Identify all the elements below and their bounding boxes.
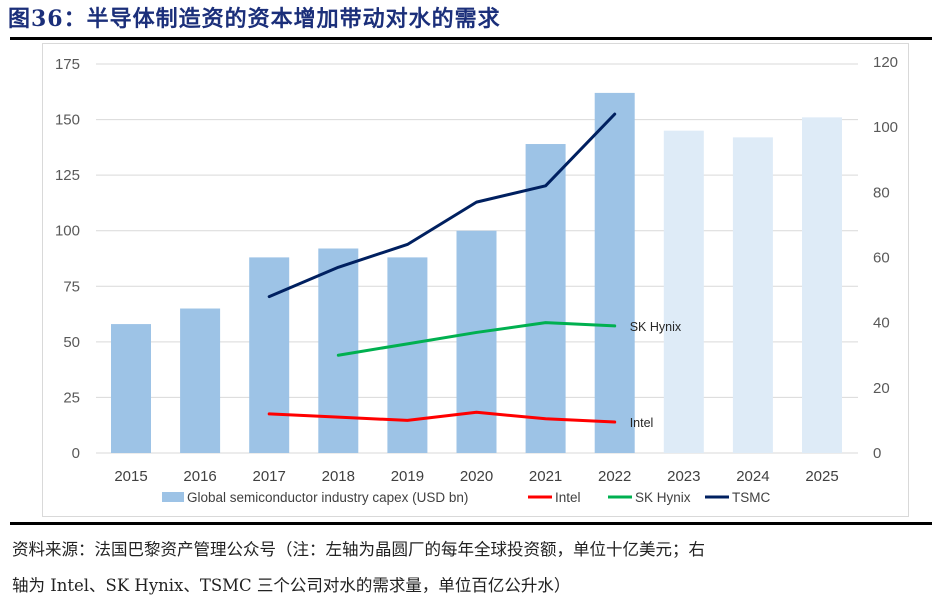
- x-axis-tick-label: 2020: [460, 468, 493, 485]
- legend: Global semiconductor industry capex (USD…: [162, 490, 770, 505]
- right-axis-tick-label: 0: [873, 445, 881, 462]
- capex-bar-forecast: [663, 130, 704, 453]
- water-demand-lines: [267, 112, 617, 424]
- intel-line: [267, 410, 617, 424]
- legend-label: Intel: [555, 490, 581, 505]
- source-note-line-1: 资料来源：法国巴黎资产管理公众号（注：左轴为晶圆厂的每年全球投资额，单位十亿美元…: [12, 540, 705, 559]
- sk-hynix-line: [336, 321, 617, 357]
- sk-hynix-end-label: SK Hynix: [630, 320, 682, 334]
- capex-bar: [180, 308, 221, 453]
- x-axis-tick-label: 2016: [183, 468, 216, 485]
- source-note-line-2: 轴为 Intel、SK Hynix、TSMC 三个公司对水的需求量，单位百亿公升…: [12, 576, 571, 595]
- tsmc-line: [267, 112, 617, 299]
- capex-bar: [318, 248, 359, 453]
- right-axis-tick-label: 40: [873, 315, 890, 332]
- left-axis-tick-label: 100: [55, 223, 80, 240]
- x-axis-tick-label: 2023: [667, 468, 700, 485]
- series-end-labels: Intel SK Hynix: [630, 320, 682, 430]
- x-axis-tick-label: 2022: [598, 468, 631, 485]
- right-axis-ticks: 0 20 40 60 80 100 120: [873, 54, 898, 462]
- left-axis-tick-label: 75: [63, 278, 80, 295]
- x-axis-tick-label: 2018: [322, 468, 355, 485]
- x-axis-tick-label: 2015: [114, 468, 147, 485]
- figure-title: 图36：半导体制造资的资本增加带动对水的需求: [8, 6, 501, 32]
- right-axis-tick-label: 60: [873, 250, 890, 267]
- left-axis-tick-label: 50: [63, 334, 80, 351]
- intel-end-label: Intel: [630, 416, 654, 430]
- capex-bar: [525, 144, 566, 453]
- capex-bar: [387, 257, 428, 453]
- right-axis-tick-label: 20: [873, 380, 890, 397]
- capex-bar-forecast: [802, 117, 842, 453]
- top-divider: [10, 37, 932, 40]
- legend-label: TSMC: [732, 490, 770, 505]
- left-axis-tick-label: 125: [55, 167, 80, 184]
- capex-bar: [249, 257, 290, 453]
- source-note: 资料来源：法国巴黎资产管理公众号（注：左轴为晶圆厂的每年全球投资额，单位十亿美元…: [12, 532, 937, 604]
- capex-bar-forecast: [732, 137, 773, 453]
- right-axis-tick-label: 80: [873, 184, 890, 201]
- legend-label: SK Hynix: [635, 490, 691, 505]
- left-axis-ticks: 0 25 50 75 100 125 150 175: [55, 56, 80, 462]
- left-axis-tick-label: 175: [55, 56, 80, 73]
- x-axis-tick-label: 2024: [736, 468, 769, 485]
- left-axis-tick-label: 0: [72, 445, 80, 462]
- capex-bar: [111, 324, 151, 453]
- x-axis-tick-label: 2017: [253, 468, 286, 485]
- legend-label: Global semiconductor industry capex (USD…: [187, 490, 468, 505]
- left-axis-tick-label: 150: [55, 112, 80, 129]
- right-axis-tick-label: 100: [873, 119, 898, 136]
- x-axis-tick-label: 2019: [391, 468, 424, 485]
- bottom-divider: [10, 522, 932, 525]
- capex-bar: [456, 230, 497, 453]
- x-axis-tick-label: 2025: [805, 468, 838, 485]
- left-axis-tick-label: 25: [63, 389, 80, 406]
- capex-bars: [111, 92, 842, 453]
- x-axis-ticks: 2015 2016 2017 2018 2019 2020 2021 2022 2023 2024…: [114, 468, 838, 485]
- x-axis-tick-label: 2021: [529, 468, 562, 485]
- capex-bar: [594, 92, 635, 453]
- right-axis-tick-label: 120: [873, 54, 898, 71]
- legend-swatch-capex: [162, 492, 184, 502]
